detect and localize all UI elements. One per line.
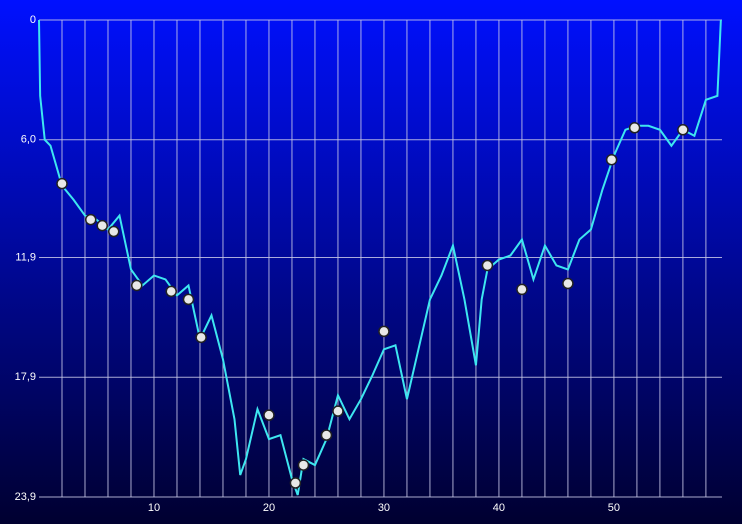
x-tick-label: 40: [493, 502, 505, 514]
event-marker: [481, 259, 494, 272]
event-marker: [378, 325, 390, 338]
event-marker: [165, 285, 177, 298]
event-marker: [56, 177, 68, 190]
event-marker: [130, 279, 143, 292]
event-marker: [297, 459, 310, 471]
event-marker: [263, 409, 275, 421]
event-marker: [332, 405, 344, 417]
event-marker: [516, 283, 528, 296]
event-marker: [677, 124, 689, 136]
y-tick-label: 11,9: [15, 251, 36, 263]
event-marker: [107, 225, 120, 238]
x-tick-label: 50: [608, 502, 620, 514]
event-marker: [562, 277, 574, 290]
y-tick-label: 17,9: [15, 371, 36, 383]
x-tick-label: 20: [263, 502, 275, 514]
x-tick-label: 30: [378, 502, 390, 514]
y-tick-label: 6,0: [21, 134, 36, 146]
event-marker: [628, 122, 641, 134]
y-tick-label: 0: [30, 14, 36, 26]
event-marker: [84, 213, 97, 226]
event-marker: [182, 293, 195, 306]
y-tick-label: 23,9: [15, 491, 36, 503]
event-marker: [289, 477, 302, 489]
event-marker: [320, 429, 333, 441]
event-marker: [605, 153, 618, 166]
x-tick-label: 10: [148, 502, 160, 514]
event-marker: [96, 219, 108, 232]
event-marker: [195, 331, 207, 344]
